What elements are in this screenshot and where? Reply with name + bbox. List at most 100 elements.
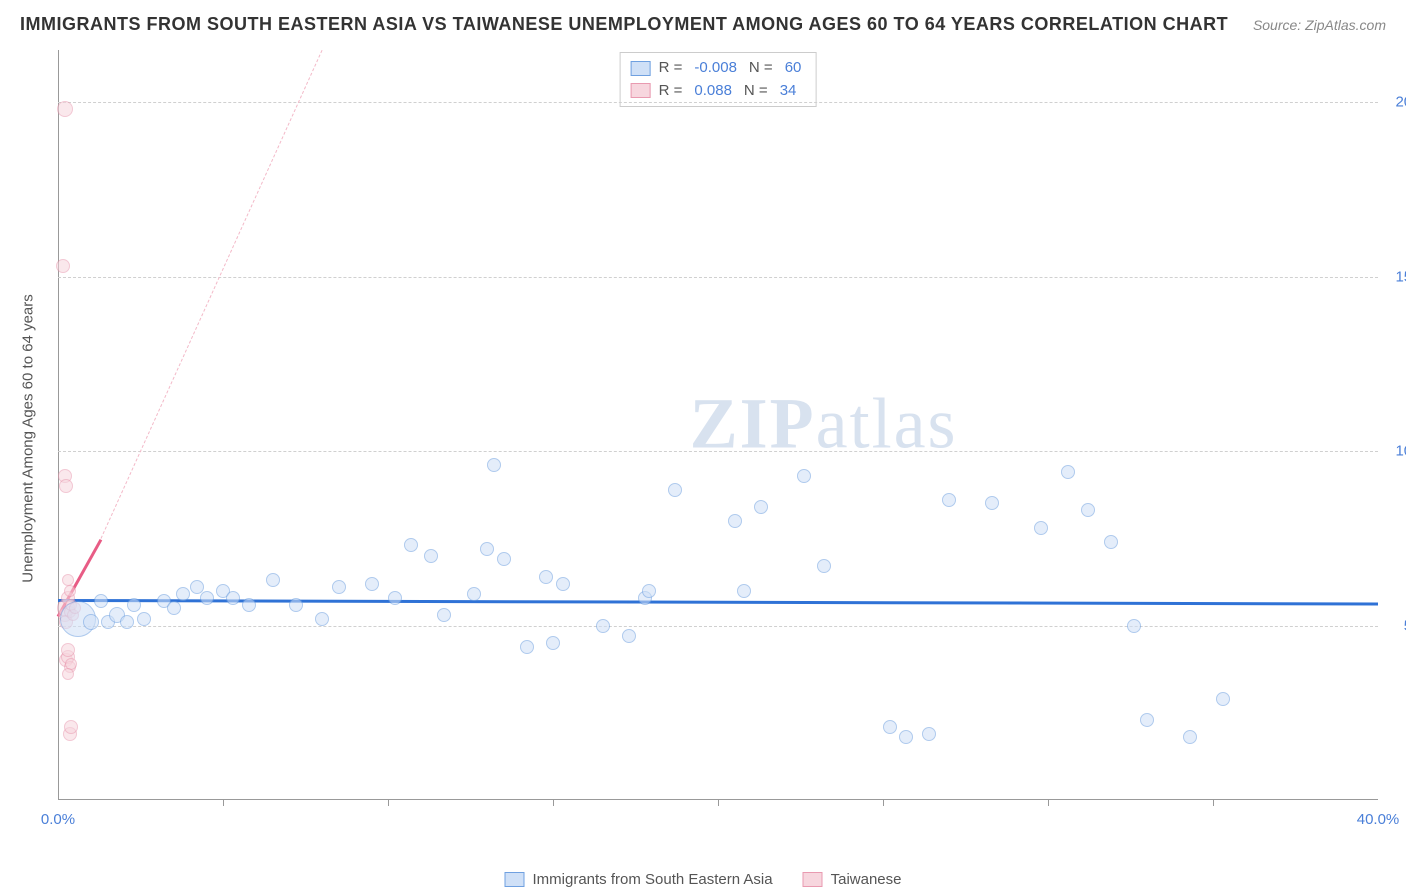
data-point-se-asia [388, 591, 402, 605]
stats-legend: R = -0.008 N = 60 R = 0.088 N = 34 [620, 52, 817, 107]
data-point-se-asia [1081, 503, 1095, 517]
data-point-se-asia [242, 598, 256, 612]
x-tick-label: 40.0% [1357, 811, 1400, 828]
grid-line-h [58, 102, 1378, 103]
x-minor-tick [1213, 800, 1214, 806]
source-attribution: Source: ZipAtlas.com [1253, 17, 1386, 33]
stats-row-a: R = -0.008 N = 60 [631, 57, 806, 80]
data-point-se-asia [985, 496, 999, 510]
x-minor-tick [718, 800, 719, 806]
data-point-se-asia [424, 549, 438, 563]
data-point-taiwanese [59, 479, 73, 493]
data-point-se-asia [883, 720, 897, 734]
stats-n-val-a: 60 [785, 57, 802, 80]
data-point-se-asia [546, 636, 560, 650]
plot-area: ZIPatlas R = -0.008 N = 60 R = 0.088 N =… [58, 50, 1378, 830]
grid-line-h [58, 451, 1378, 452]
stats-r-label-b: R = [659, 80, 683, 103]
grid-line-h [58, 277, 1378, 278]
data-point-taiwanese [64, 720, 78, 734]
data-point-se-asia [1104, 535, 1118, 549]
data-point-se-asia [497, 552, 511, 566]
swatch-series-a [631, 61, 651, 76]
data-point-se-asia [83, 614, 99, 630]
grid-line-h [58, 626, 1378, 627]
data-point-se-asia [266, 573, 280, 587]
swatch-series-b [631, 83, 651, 98]
data-point-se-asia [200, 591, 214, 605]
stats-r-val-a: -0.008 [694, 57, 737, 80]
data-point-se-asia [668, 483, 682, 497]
y-tick-label: 10.0% [1383, 443, 1406, 460]
stats-r-val-b: 0.088 [694, 80, 732, 103]
x-minor-tick [553, 800, 554, 806]
data-point-se-asia [1061, 465, 1075, 479]
stats-r-label-a: R = [659, 57, 683, 80]
bottom-legend: Immigrants from South Eastern Asia Taiwa… [505, 871, 902, 888]
y-axis-line [58, 50, 59, 800]
data-point-se-asia [596, 619, 610, 633]
chart-title: IMMIGRANTS FROM SOUTH EASTERN ASIA VS TA… [20, 14, 1228, 35]
watermark: ZIPatlas [690, 383, 958, 466]
data-point-se-asia [520, 640, 534, 654]
legend-swatch-a [505, 872, 525, 887]
x-minor-tick [223, 800, 224, 806]
data-point-se-asia [817, 559, 831, 573]
data-point-se-asia [899, 730, 913, 744]
data-point-se-asia [437, 608, 451, 622]
data-point-se-asia [539, 570, 553, 584]
x-minor-tick [1048, 800, 1049, 806]
stats-row-b: R = 0.088 N = 34 [631, 80, 806, 103]
data-point-se-asia [922, 727, 936, 741]
data-point-se-asia [642, 584, 656, 598]
stats-n-val-b: 34 [780, 80, 797, 103]
data-point-taiwanese [57, 101, 73, 117]
data-point-se-asia [176, 587, 190, 601]
data-point-taiwanese [62, 668, 74, 680]
x-minor-tick [883, 800, 884, 806]
data-point-se-asia [167, 601, 181, 615]
data-point-se-asia [728, 514, 742, 528]
stats-n-label-a: N = [749, 57, 773, 80]
data-point-se-asia [1140, 713, 1154, 727]
data-point-se-asia [226, 591, 240, 605]
legend-swatch-b [803, 872, 823, 887]
data-point-se-asia [404, 538, 418, 552]
data-point-se-asia [332, 580, 346, 594]
data-point-se-asia [120, 615, 134, 629]
data-point-se-asia [127, 598, 141, 612]
stats-n-label-b: N = [744, 80, 768, 103]
data-point-taiwanese [61, 643, 75, 657]
x-minor-tick [388, 800, 389, 806]
data-point-se-asia [480, 542, 494, 556]
legend-label-a: Immigrants from South Eastern Asia [533, 871, 773, 888]
data-point-se-asia [1034, 521, 1048, 535]
data-point-se-asia [1216, 692, 1230, 706]
data-point-se-asia [754, 500, 768, 514]
data-point-se-asia [942, 493, 956, 507]
data-point-se-asia [622, 629, 636, 643]
y-tick-label: 5.0% [1383, 617, 1406, 634]
y-axis-label: Unemployment Among Ages 60 to 64 years [20, 294, 37, 583]
data-point-se-asia [556, 577, 570, 591]
data-point-taiwanese [64, 585, 76, 597]
data-point-se-asia [797, 469, 811, 483]
y-tick-label: 15.0% [1383, 268, 1406, 285]
data-point-se-asia [1183, 730, 1197, 744]
y-tick-label: 20.0% [1383, 94, 1406, 111]
data-point-se-asia [365, 577, 379, 591]
data-point-se-asia [487, 458, 501, 472]
data-point-se-asia [315, 612, 329, 626]
legend-label-b: Taiwanese [831, 871, 902, 888]
legend-item-a: Immigrants from South Eastern Asia [505, 871, 773, 888]
data-point-taiwanese [56, 259, 70, 273]
data-point-se-asia [137, 612, 151, 626]
data-point-se-asia [289, 598, 303, 612]
x-tick-label: 0.0% [41, 811, 75, 828]
trend-line-dashed [100, 50, 322, 539]
data-point-se-asia [94, 594, 108, 608]
data-point-se-asia [467, 587, 481, 601]
data-point-se-asia [737, 584, 751, 598]
data-point-se-asia [1127, 619, 1141, 633]
legend-item-b: Taiwanese [803, 871, 902, 888]
